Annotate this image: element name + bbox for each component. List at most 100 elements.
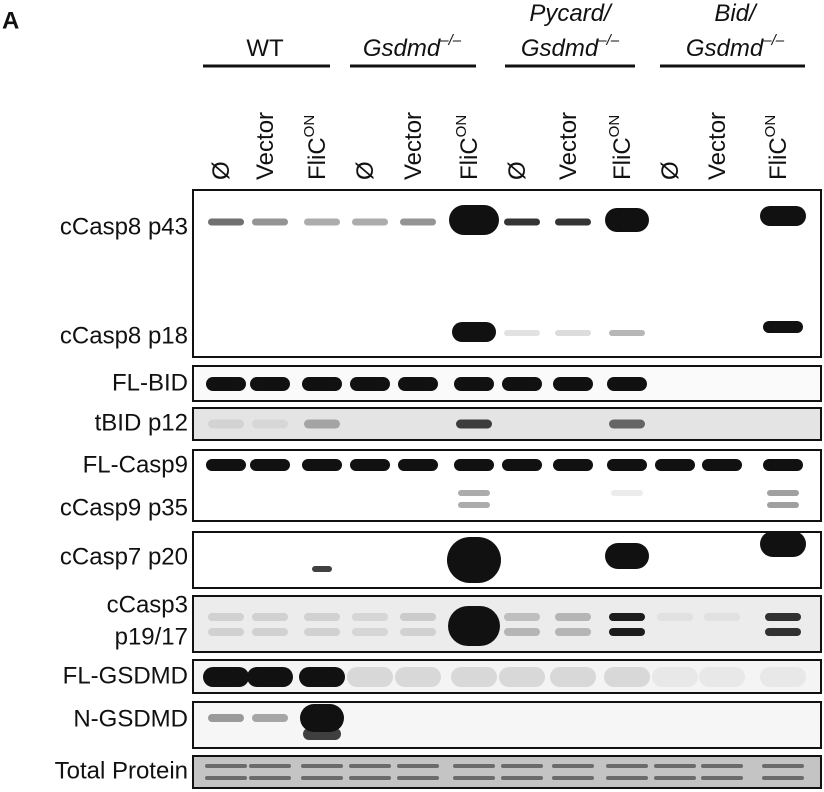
band [398, 459, 438, 471]
band [252, 628, 288, 636]
lane-label-text: Vector [400, 112, 427, 180]
group-label: Pycard/ [529, 0, 613, 27]
band [206, 459, 246, 471]
band [652, 667, 698, 687]
lane-label-superscript: ON [762, 115, 779, 138]
band [252, 419, 288, 429]
lane-label-text: Ø [657, 161, 684, 180]
row-label: p19/17 [115, 623, 188, 650]
band [609, 419, 645, 429]
lane-label-text: Vector [704, 112, 731, 180]
band [449, 205, 499, 235]
band [552, 764, 594, 768]
band [349, 776, 391, 780]
band [767, 490, 799, 496]
group-label: WT [246, 35, 284, 62]
band [453, 776, 495, 780]
band [304, 628, 340, 636]
band [605, 543, 649, 569]
band [451, 667, 497, 687]
band [504, 330, 540, 336]
band [609, 628, 645, 636]
band [502, 377, 542, 391]
row-label: FL-Casp9 [83, 451, 188, 478]
band [303, 728, 341, 740]
band [762, 776, 804, 780]
lane-label: Ø [657, 161, 684, 180]
band [205, 764, 247, 768]
row-label: cCasp9 p35 [60, 494, 188, 521]
band [250, 459, 290, 471]
band [350, 377, 390, 391]
band [763, 321, 803, 333]
group-label-text: Gsdmd [521, 35, 599, 62]
lane-label: Ø [504, 161, 531, 180]
blot-box [192, 531, 822, 589]
band [501, 776, 543, 780]
band [397, 764, 439, 768]
row-label: tBID p12 [95, 409, 188, 436]
band [702, 459, 742, 471]
row-label: FL-GSDMD [63, 662, 188, 689]
band [400, 613, 436, 621]
group-label: Bid/ [714, 0, 758, 27]
row-label: cCasp8 p43 [60, 213, 188, 240]
row-label: Total Protein [55, 757, 188, 784]
band [208, 613, 244, 621]
group-label-text: Gsdmd [363, 35, 441, 62]
band [499, 667, 545, 687]
band [398, 377, 438, 391]
band [352, 628, 388, 636]
band [397, 776, 439, 780]
band [252, 613, 288, 621]
band [301, 776, 343, 780]
row-label: cCasp7 p20 [60, 543, 188, 570]
band [400, 628, 436, 636]
row-label: FL-BID [112, 369, 188, 396]
band [205, 776, 247, 780]
band [607, 459, 647, 471]
band [760, 206, 806, 226]
lane-label-text: Vector [555, 112, 582, 180]
lane-label: Vector [252, 112, 279, 180]
band [304, 613, 340, 621]
band [704, 613, 740, 621]
group-label-text: WT [246, 35, 284, 62]
band [604, 667, 650, 687]
blot-box [192, 407, 822, 441]
band [458, 502, 490, 508]
panel-label: A [2, 7, 19, 34]
band [553, 377, 593, 391]
band [606, 764, 648, 768]
band [502, 459, 542, 471]
blot-box [192, 595, 822, 653]
blot-box [192, 659, 822, 694]
group-label-superscript: –/– [762, 32, 785, 49]
band [552, 776, 594, 780]
band [208, 419, 244, 429]
band [607, 377, 647, 391]
band [447, 537, 501, 583]
band [555, 330, 591, 336]
band [302, 377, 342, 391]
band [605, 208, 649, 232]
band [448, 606, 500, 646]
band [454, 377, 494, 391]
lane-label-text: FliC [304, 137, 331, 180]
band [456, 419, 492, 429]
band [504, 628, 540, 636]
row-label: cCasp8 p18 [60, 322, 188, 349]
band [606, 776, 648, 780]
band [312, 566, 332, 572]
band [203, 667, 249, 687]
band [555, 218, 591, 226]
lane-label-text: Vector [252, 112, 279, 180]
band [249, 764, 291, 768]
band [208, 628, 244, 636]
band [452, 322, 496, 342]
band [553, 459, 593, 471]
group-label-superscript: –/– [439, 32, 462, 49]
lane-label: Ø [208, 161, 235, 180]
band [654, 764, 696, 768]
